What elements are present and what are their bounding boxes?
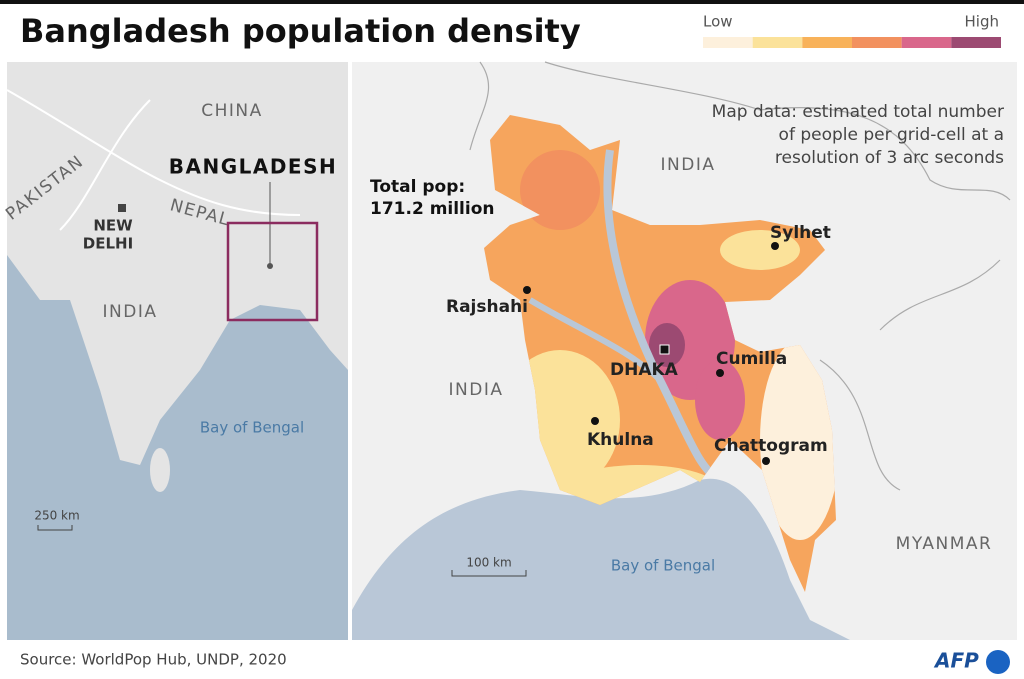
city-label: Khulna xyxy=(587,430,654,450)
label-sea: Bay of Bengal xyxy=(200,419,304,437)
city-dot xyxy=(591,417,599,425)
label-china: CHINA xyxy=(201,101,263,121)
country-dot xyxy=(267,263,273,269)
river xyxy=(528,297,663,383)
city-label: Rajshahi xyxy=(446,297,528,317)
legend-swatch xyxy=(752,37,803,48)
city-dot xyxy=(762,457,770,465)
city-dot xyxy=(771,242,779,250)
border xyxy=(6,89,301,216)
scale-label: 250 km xyxy=(34,509,79,523)
capital-marker xyxy=(118,204,126,212)
logo-mark xyxy=(986,650,1010,674)
label-india: INDIA xyxy=(661,155,716,175)
legend-swatch xyxy=(802,37,852,48)
legend-swatch xyxy=(901,37,952,48)
inset-frame xyxy=(226,221,319,322)
scale-label: 100 km xyxy=(466,556,511,570)
label-capital: DELHI xyxy=(83,235,133,253)
city-dot xyxy=(523,286,531,294)
title: Bangladesh population density xyxy=(20,12,581,50)
legend-swatch xyxy=(703,37,753,48)
label-sea: Bay of Bengal xyxy=(611,557,715,575)
main-sea xyxy=(352,478,850,640)
label-country: BANGLADESH xyxy=(169,155,338,179)
logo: AFP xyxy=(933,649,979,673)
sri-lanka xyxy=(150,448,170,492)
note: of people per grid-cell at a xyxy=(779,125,1004,145)
total-pop: 171.2 million xyxy=(370,199,495,219)
density-low xyxy=(760,340,836,540)
label-india: INDIA xyxy=(103,302,158,322)
inset-sea xyxy=(7,255,348,640)
legend-low: Low xyxy=(703,13,733,31)
city-dot xyxy=(716,369,724,377)
city-label: Chattogram xyxy=(714,436,828,456)
note: Map data: estimated total number xyxy=(712,102,1004,122)
legend-high: High xyxy=(965,13,999,31)
main-map: Map data: estimated total number of peop… xyxy=(352,61,1017,640)
scale-bar xyxy=(37,525,73,531)
scale-bar xyxy=(451,570,527,577)
source: Source: WorldPop Hub, UNDP, 2020 xyxy=(20,651,287,669)
top-rule xyxy=(0,0,1024,4)
density-mid xyxy=(520,150,600,230)
border xyxy=(469,61,1011,491)
total-pop: Total pop: xyxy=(370,177,465,197)
legend-swatch xyxy=(852,37,902,48)
capital-marker xyxy=(659,344,670,355)
label-india: INDIA xyxy=(449,380,504,400)
city-label: Cumilla xyxy=(716,349,787,369)
city-label: Sylhet xyxy=(770,223,831,243)
legend xyxy=(703,37,1001,48)
label-capital: NEW xyxy=(93,217,133,235)
city-label: DHAKA xyxy=(610,360,679,380)
legend-swatch xyxy=(951,37,1001,48)
border xyxy=(59,99,151,231)
note: resolution of 3 arc seconds xyxy=(775,148,1004,168)
inset-map: CHINA PAKISTAN NEPAL NEW DELHI BANGLADES… xyxy=(2,62,348,640)
label-myanmar: MYANMAR xyxy=(896,534,993,554)
density-high xyxy=(695,360,745,440)
density-low xyxy=(720,230,800,270)
river xyxy=(603,149,723,484)
